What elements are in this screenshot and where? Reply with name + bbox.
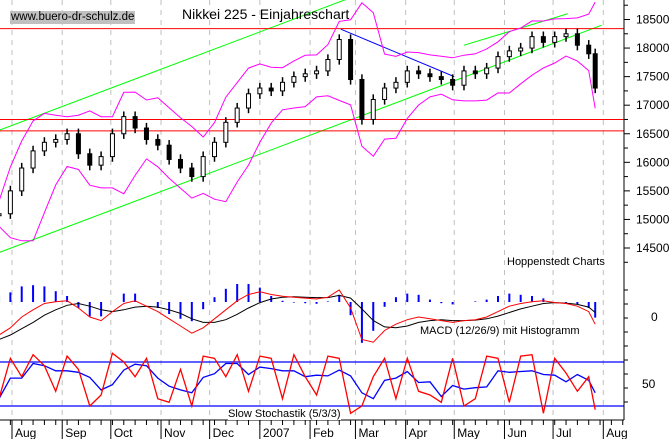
price-candle: [495, 56, 501, 69]
price-candle: [404, 70, 410, 83]
price-candle: [280, 81, 286, 92]
price-candle: [200, 156, 206, 178]
x-tick-label-aug: Aug: [15, 426, 36, 439]
x-tick-label-nov: Nov: [164, 426, 185, 439]
x-tick-label-dec: Dec: [213, 426, 234, 439]
macd-line: [0, 289, 596, 343]
x-tick-label-apr: Apr: [409, 426, 428, 439]
macd-label: MACD (12/26/9) mit Histogramm: [420, 325, 580, 337]
price-candle: [518, 47, 524, 52]
price-candle: [87, 153, 93, 166]
y-tick-label: 17500: [636, 70, 670, 84]
price-candle: [540, 36, 546, 43]
x-tick-label-sep: Sep: [65, 426, 87, 439]
price-candle: [268, 87, 274, 92]
stochastic-50-label: 50: [642, 377, 656, 391]
price-candle: [291, 76, 297, 83]
price-candle: [529, 36, 535, 49]
price-candle: [64, 133, 70, 140]
price-candle: [450, 78, 456, 86]
y-tick-label: 18500: [636, 13, 670, 27]
macd-signal-line: [0, 294, 596, 340]
price-candle: [132, 116, 138, 129]
x-tick-label-oct: Oct: [114, 426, 133, 439]
price-candle: [552, 36, 558, 43]
price-candle: [166, 144, 172, 160]
price-candle: [302, 73, 308, 78]
source-label: Hoppenstedt Charts: [507, 256, 605, 268]
price-candle: [574, 33, 580, 46]
x-tick-label-jun: Jun: [507, 426, 526, 439]
x-tick-label-2007: 2007: [263, 426, 290, 439]
trend-channel-line: [0, 24, 602, 253]
x-tick-label-aug: Aug: [606, 426, 627, 439]
x-tick-label-may: May: [457, 426, 480, 439]
price-candle: [19, 167, 25, 192]
macd-zero-label: 0: [651, 310, 658, 324]
trend-channel-line: [0, 0, 346, 131]
price-candle: [177, 158, 183, 169]
month-gridlines: [11, 0, 604, 420]
price-candle: [223, 121, 229, 143]
y-tick-label: 16000: [636, 155, 670, 169]
price-candle: [30, 150, 36, 169]
x-tick-label-jul: Jul: [556, 426, 571, 439]
y-tick-label: 14500: [636, 241, 670, 255]
price-candle: [382, 87, 388, 100]
website-label[interactable]: www.buero-dr-schulz.de: [10, 11, 136, 24]
chart-title: Nikkei 225 - Einjahreschart: [182, 6, 350, 22]
price-candle: [257, 87, 263, 95]
bollinger-upper: [0, 1, 596, 200]
price-candle: [0, 213, 2, 217]
price-candle: [359, 78, 365, 120]
price-candle: [189, 167, 195, 178]
price-candle: [348, 38, 354, 80]
x-tick-label-mar: Mar: [358, 426, 379, 439]
price-panel: [0, 0, 624, 253]
price-candle: [246, 93, 252, 109]
stochastic-panel: [0, 352, 624, 415]
price-candle: [109, 133, 115, 158]
price-candle: [7, 190, 13, 215]
price-candle: [416, 70, 422, 75]
stochastic-d-line: [0, 362, 596, 400]
x-tick-label-feb: Feb: [313, 426, 334, 439]
stochastic-label: Slow Stochastik (5/3/3): [228, 408, 341, 420]
y-tick-label: 17000: [636, 98, 670, 112]
y-tick-label: 16500: [636, 127, 670, 141]
price-candle: [427, 73, 433, 78]
price-candle: [155, 138, 161, 146]
y-tick-label: 15500: [636, 184, 670, 198]
price-candle: [41, 141, 47, 152]
price-candle: [325, 58, 331, 72]
y-tick-label: 18000: [636, 41, 670, 55]
price-candle: [314, 70, 320, 75]
price-candle: [506, 50, 512, 58]
price-candle: [212, 141, 217, 158]
price-candle: [461, 70, 467, 86]
price-candle: [143, 127, 149, 140]
price-candle: [393, 81, 399, 89]
price-candle: [592, 53, 598, 89]
price-candle: [370, 98, 376, 120]
price-candle: [75, 133, 81, 155]
price-candle: [586, 44, 592, 55]
price-candle: [438, 76, 444, 80]
price-candle: [53, 138, 59, 143]
price-candle: [234, 107, 240, 123]
price-candle: [98, 156, 104, 166]
price-candle: [484, 67, 490, 75]
price-candle: [336, 38, 342, 60]
macd-panel: [0, 284, 597, 343]
price-candle: [121, 116, 127, 135]
y-tick-label: 15000: [636, 212, 670, 226]
price-candle: [472, 70, 478, 75]
price-candle: [563, 33, 569, 38]
stochastic-k-line: [0, 352, 596, 415]
downtrend-line: [340, 28, 455, 78]
bollinger-lower: [0, 55, 596, 242]
